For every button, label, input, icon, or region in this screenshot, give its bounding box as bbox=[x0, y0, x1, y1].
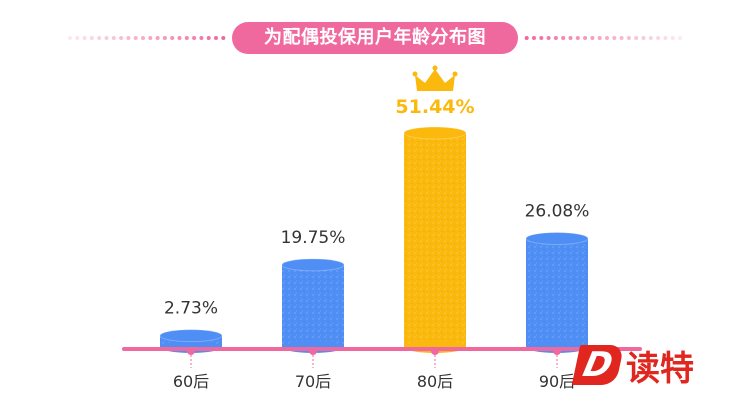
title-dot bbox=[670, 36, 675, 40]
crown-tip bbox=[452, 71, 458, 77]
title-dot bbox=[583, 36, 588, 40]
title-dot bbox=[170, 36, 175, 40]
bar-top bbox=[403, 126, 467, 140]
bar-80后 bbox=[403, 126, 467, 353]
title-dot bbox=[155, 36, 160, 40]
title-dot bbox=[553, 36, 558, 40]
title-dot bbox=[141, 36, 145, 40]
title-dot bbox=[634, 36, 639, 40]
title-dot bbox=[133, 36, 138, 40]
title-dot bbox=[162, 36, 167, 40]
title-dot bbox=[539, 36, 544, 40]
title-dot bbox=[75, 36, 80, 40]
bars-group bbox=[159, 126, 589, 353]
bar-70后 bbox=[281, 258, 345, 353]
title-dot bbox=[619, 36, 624, 40]
title-dot bbox=[597, 36, 602, 40]
title-dot bbox=[561, 36, 566, 40]
bar-texture bbox=[282, 264, 344, 347]
tick-dot bbox=[187, 347, 195, 355]
bar-texture bbox=[404, 133, 466, 347]
value-label-80后: 51.44% bbox=[395, 96, 474, 118]
title-dot bbox=[641, 36, 646, 40]
title-dot bbox=[199, 36, 204, 40]
title-dot bbox=[177, 36, 182, 40]
title-dot bbox=[663, 36, 668, 40]
bar-90后 bbox=[525, 232, 589, 353]
crown-tip bbox=[412, 71, 418, 77]
tick-dot bbox=[431, 347, 439, 355]
tick-label-60后: 60后 bbox=[173, 372, 209, 391]
title-dot bbox=[605, 36, 609, 40]
crown-icon bbox=[412, 65, 458, 91]
tick-label-90后: 90后 bbox=[539, 372, 575, 391]
tick-dot bbox=[309, 347, 317, 355]
brand-mark: D bbox=[571, 345, 625, 385]
value-label-60后: 2.73% bbox=[164, 299, 218, 319]
bar-top bbox=[525, 232, 589, 246]
title-dot bbox=[206, 36, 211, 40]
bar-texture bbox=[526, 238, 588, 347]
title-dot bbox=[575, 36, 580, 40]
tick-label-80后: 80后 bbox=[417, 372, 453, 391]
crown-shape bbox=[415, 69, 455, 91]
title-dot bbox=[626, 36, 631, 40]
title-dot bbox=[89, 36, 94, 40]
title-dot bbox=[82, 36, 87, 40]
title-dots-left bbox=[68, 36, 226, 40]
title-dot bbox=[111, 36, 116, 40]
title-dot bbox=[524, 36, 529, 40]
title-dot bbox=[192, 36, 197, 40]
title-dot bbox=[546, 36, 551, 40]
bar-top bbox=[281, 258, 345, 272]
title-dot bbox=[148, 36, 153, 40]
title-dot bbox=[68, 36, 72, 40]
title-dot bbox=[184, 36, 189, 40]
title-dot bbox=[221, 36, 226, 40]
title-dot bbox=[656, 36, 661, 40]
x-axis bbox=[122, 347, 642, 368]
title-dot bbox=[119, 36, 124, 40]
value-label-90后: 26.08% bbox=[525, 202, 590, 222]
title-dot bbox=[648, 36, 653, 40]
title-dot bbox=[612, 36, 617, 40]
title-dot bbox=[126, 36, 131, 40]
tick-dot bbox=[553, 347, 561, 355]
value-label-70后: 19.75% bbox=[281, 228, 346, 248]
chart-title: 为配偶投保用户年龄分布图 bbox=[232, 22, 518, 54]
crown-tip bbox=[432, 65, 438, 71]
labels-group: 2.73% 60后 19.75% 70后 51.44% 80后 26.08% 90后 bbox=[164, 65, 590, 391]
title-dot bbox=[568, 36, 573, 40]
tick-label-70后: 70后 bbox=[295, 372, 331, 391]
bar-top bbox=[159, 329, 223, 343]
brand-text: 读特 bbox=[626, 348, 694, 389]
title-dot bbox=[214, 36, 218, 40]
title-dot bbox=[104, 36, 109, 40]
title-dots-right bbox=[524, 36, 682, 40]
title-dot bbox=[532, 36, 536, 40]
title-dot bbox=[678, 36, 682, 40]
brand-logo: D 读特 bbox=[571, 340, 694, 390]
title-dot bbox=[97, 36, 102, 40]
title-dot bbox=[590, 36, 595, 40]
